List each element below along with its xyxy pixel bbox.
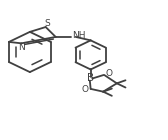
Text: O: O [106,69,113,78]
Text: N: N [18,43,25,52]
Text: O: O [81,85,88,94]
Text: B: B [87,74,94,83]
Text: NH: NH [72,31,85,40]
Text: S: S [44,19,50,28]
